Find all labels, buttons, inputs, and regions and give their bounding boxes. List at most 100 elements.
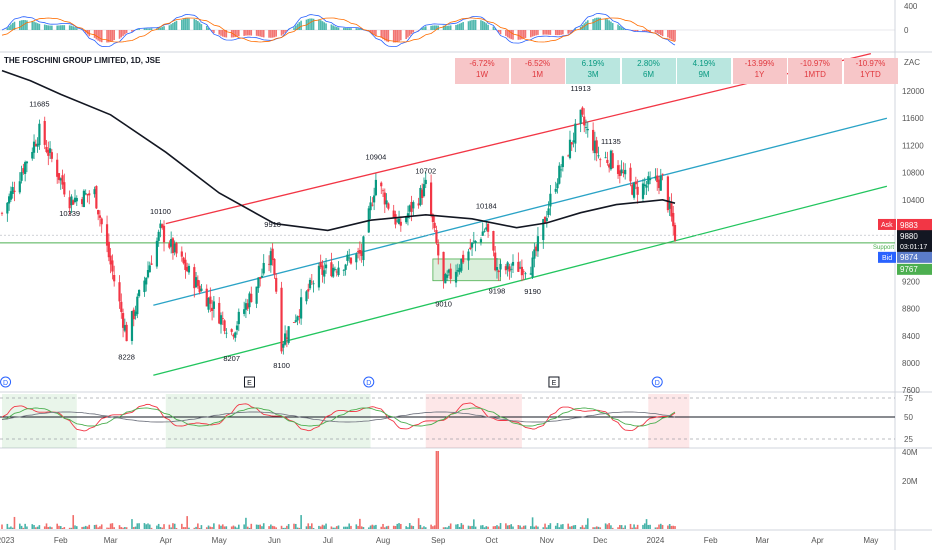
bid-label-bg [878,251,896,263]
volume-bar [645,519,648,529]
macd-bar [132,30,135,31]
volume-bar [510,524,513,529]
candle-body [38,123,41,146]
volume-bar [337,525,340,529]
volume-bar [433,525,436,529]
candle-body [285,337,288,339]
candle-body [659,175,662,191]
macd-bar [97,30,99,41]
candle-body [324,264,328,269]
volume-bar [469,526,472,529]
macd-bar [195,19,197,30]
macd-bar [369,30,372,33]
volume-bar [506,525,509,529]
macd-bar [649,30,651,32]
rsi-zone [165,394,371,448]
candle-body [636,186,639,195]
candle-body [470,242,474,248]
volume-bar [384,527,386,529]
volume-bar [312,527,315,529]
macd-bar [147,28,149,30]
macd-bar [175,20,178,30]
volume-bar [323,525,326,529]
event-letter: D [655,380,660,387]
candle-body [84,193,87,195]
candle-body [673,225,677,241]
volume-bar [343,526,345,529]
volume-bar [47,527,50,529]
macd-bar [446,25,448,30]
volume-bar [113,527,115,529]
ask-label-bg [878,218,896,230]
candle-body [134,311,137,316]
candle-body [246,303,249,309]
dividend-marker [651,376,663,388]
candle-body [349,257,353,264]
macd-bar [56,25,58,30]
macd-bar [442,25,445,30]
macd-bar [33,21,35,30]
macd-bar [68,25,71,30]
macd-bar [510,30,513,40]
macd-line [1,12,676,48]
macd-bar [570,30,573,32]
candle-body [335,271,338,273]
candle-body [383,192,386,205]
volume-bar [93,524,96,529]
macd-bar [382,30,384,40]
event-letter: D [366,380,371,387]
volume-bar [522,525,525,529]
candle-body [100,218,103,225]
volume-bar [134,526,137,529]
candle-body [360,250,363,257]
volume-bar [193,527,196,529]
candle-body [130,311,134,341]
macd-bar [457,24,459,30]
candle-body [56,159,59,177]
macd-bar [661,30,664,37]
macd-bar [300,20,302,30]
candle-body [362,236,365,261]
candle-body [497,270,500,273]
volume-bar [583,527,586,529]
macd-bar [161,26,164,30]
candle-body [123,325,126,331]
volume-bar [261,526,263,529]
volume-bar [569,526,571,529]
candle-body [47,149,50,156]
macd-bar [469,20,472,30]
volume-bar [432,526,434,529]
macd-bar [10,24,12,30]
time-tick: May [863,536,878,545]
ask-tag-value: 9883 [900,221,918,230]
volume-bar [161,527,164,529]
volume-bar [405,526,407,529]
volume-bar [172,523,174,529]
volume-bar [223,526,226,529]
volume-bar [97,527,99,529]
ask-label: Ask [881,222,893,229]
candle-body [342,269,345,271]
candle-body [310,281,313,283]
macd-bar [13,21,16,30]
candle-body [648,178,652,181]
dividend-marker [0,376,12,388]
macd-bar [218,30,221,35]
volume-bar [611,527,614,529]
macd-bar [435,25,438,30]
candle-body [48,148,52,153]
candle-body [136,296,139,315]
volume-bar [168,524,171,529]
candle-body [159,223,162,229]
ask-tag-bg [897,218,932,231]
volume-bar [512,526,514,529]
volume-bar [259,524,261,529]
low-tag-bg [897,263,932,275]
volume-bar [88,524,91,529]
volume-bar [430,524,432,529]
volume-bar [271,525,274,529]
volume-bar [51,527,53,529]
candle-body [517,261,520,272]
candle-body [647,176,650,185]
macd-bar [400,30,402,41]
